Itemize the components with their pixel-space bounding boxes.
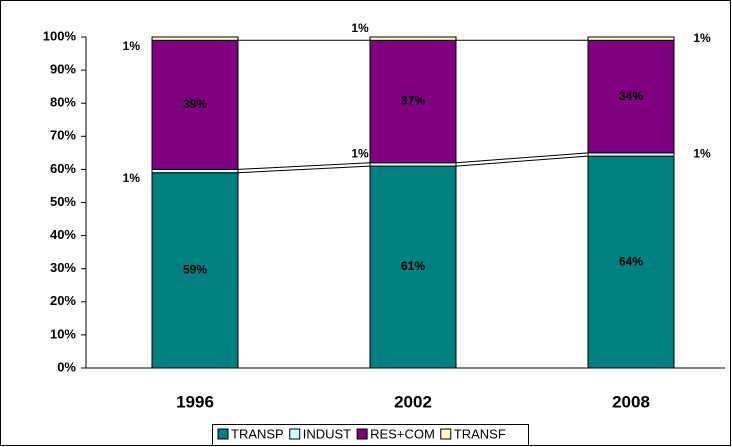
y-tick-label: 70% — [50, 128, 76, 143]
x-tick-label: 2002 — [394, 392, 432, 411]
bar-segment — [587, 39, 675, 154]
y-tick-label: 10% — [50, 326, 76, 341]
bar-segment — [151, 172, 239, 369]
y-tick-label: 20% — [50, 293, 76, 308]
legend-label: TRANSF — [454, 426, 506, 441]
y-tick-label: 80% — [50, 95, 76, 110]
legend-swatch — [356, 428, 368, 440]
y-tick-label: 60% — [50, 161, 76, 176]
data-label: 64% — [619, 254, 643, 268]
data-label: 1% — [123, 171, 141, 185]
data-label: 1% — [351, 21, 369, 35]
bar-segment — [369, 39, 457, 164]
data-label: 1% — [123, 39, 141, 53]
bar-segment — [369, 165, 457, 369]
y-tick-label: 30% — [50, 260, 76, 275]
legend-label: TRANSP — [231, 426, 284, 441]
data-label: 1% — [351, 147, 369, 161]
y-tick-label: 40% — [50, 227, 76, 242]
bar-segment — [369, 36, 457, 41]
series-line — [455, 152, 589, 164]
data-label: 39% — [183, 97, 207, 111]
data-label: 1% — [693, 31, 711, 45]
data-label: 59% — [183, 263, 207, 277]
y-tick-label: 100% — [43, 28, 77, 43]
legend-swatch — [440, 428, 452, 440]
series-line — [237, 162, 371, 170]
bar-segment — [151, 36, 239, 41]
data-label: 61% — [401, 259, 425, 273]
data-label: 1% — [693, 147, 711, 161]
series-line — [237, 165, 371, 174]
y-tick-label: 0% — [57, 359, 76, 374]
series-line — [455, 155, 589, 167]
legend-swatch — [289, 428, 301, 440]
legend-label: RES+COM — [370, 426, 435, 441]
x-tick-label: 1996 — [176, 392, 214, 411]
y-tick-label: 50% — [50, 194, 76, 209]
legend-swatch — [217, 428, 229, 440]
legend-label: INDUST — [303, 426, 351, 441]
y-tick-label: 90% — [50, 62, 76, 77]
bar-segment — [587, 36, 675, 41]
bar-segment — [151, 39, 239, 170]
data-label: 37% — [401, 94, 425, 108]
x-tick-label: 2008 — [612, 392, 650, 411]
data-label: 34% — [619, 89, 643, 103]
